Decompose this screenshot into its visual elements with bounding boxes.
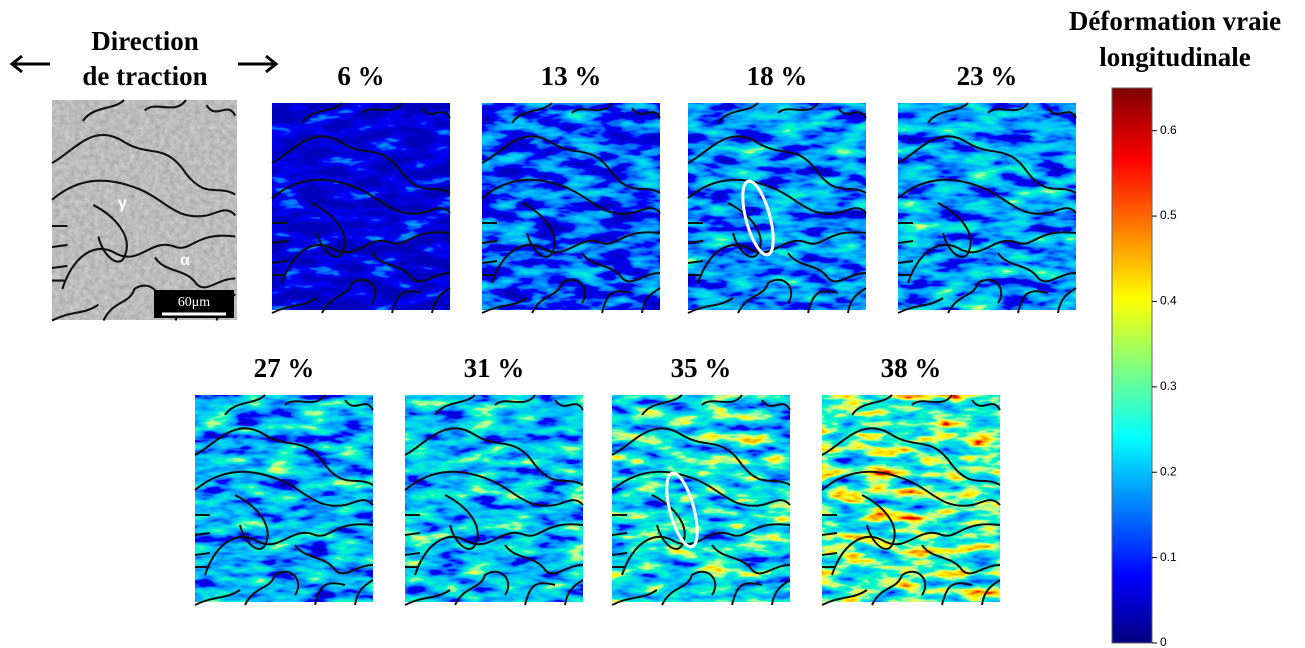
strain-map — [404, 394, 584, 606]
direction-label: Direction — [91, 26, 198, 56]
strain-label: 27 % — [254, 353, 315, 383]
colorbar — [1111, 87, 1153, 644]
strain-label: 38 % — [881, 353, 942, 383]
strain-map — [194, 394, 374, 606]
strain-label: 6 % — [337, 61, 384, 91]
strain-field — [822, 395, 1000, 602]
colorbar-title: longitudinale — [1099, 42, 1251, 72]
highlight-ellipse — [741, 179, 775, 257]
colorbar-title: Déformation vraie — [1069, 6, 1281, 36]
strain-label: 35 % — [671, 353, 732, 383]
strain-field — [898, 103, 1076, 310]
strain-field — [272, 103, 450, 310]
direction-label: de traction — [82, 61, 207, 91]
phase-label: γ — [118, 195, 127, 212]
strain-map — [481, 102, 661, 314]
strain-label: 31 % — [464, 353, 525, 383]
colorbar-tick-label: 0.5 — [1160, 208, 1177, 222]
strain-map — [897, 102, 1077, 314]
strain-label: 18 % — [747, 61, 808, 91]
scale-bar-label: 60μm — [178, 295, 211, 310]
strain-map — [821, 394, 1001, 606]
strain-label: 13 % — [541, 61, 602, 91]
colorbar-tick-label: 0.1 — [1160, 550, 1177, 564]
micrograph: γ α 60μm — [50, 98, 237, 322]
colorbar-tick-label: 0.4 — [1160, 294, 1177, 308]
strain-field — [688, 103, 866, 310]
strain-field — [405, 395, 583, 602]
strain-label: 23 % — [957, 61, 1018, 91]
strain-field — [482, 103, 660, 310]
highlight-ellipse — [665, 471, 699, 549]
colorbar-tick-label: 0 — [1160, 635, 1167, 648]
colorbar-tick-label: 0.6 — [1160, 123, 1177, 137]
colorbar-tick-label: 0.3 — [1160, 379, 1177, 393]
colorbar-tick-label: 0.2 — [1160, 464, 1177, 478]
strain-map — [611, 394, 791, 606]
strain-field — [612, 395, 790, 602]
phase-label: α — [180, 252, 190, 269]
strain-map — [271, 102, 451, 314]
strain-field — [195, 395, 373, 602]
traction-arrows — [9, 54, 279, 74]
strain-map — [687, 102, 867, 314]
